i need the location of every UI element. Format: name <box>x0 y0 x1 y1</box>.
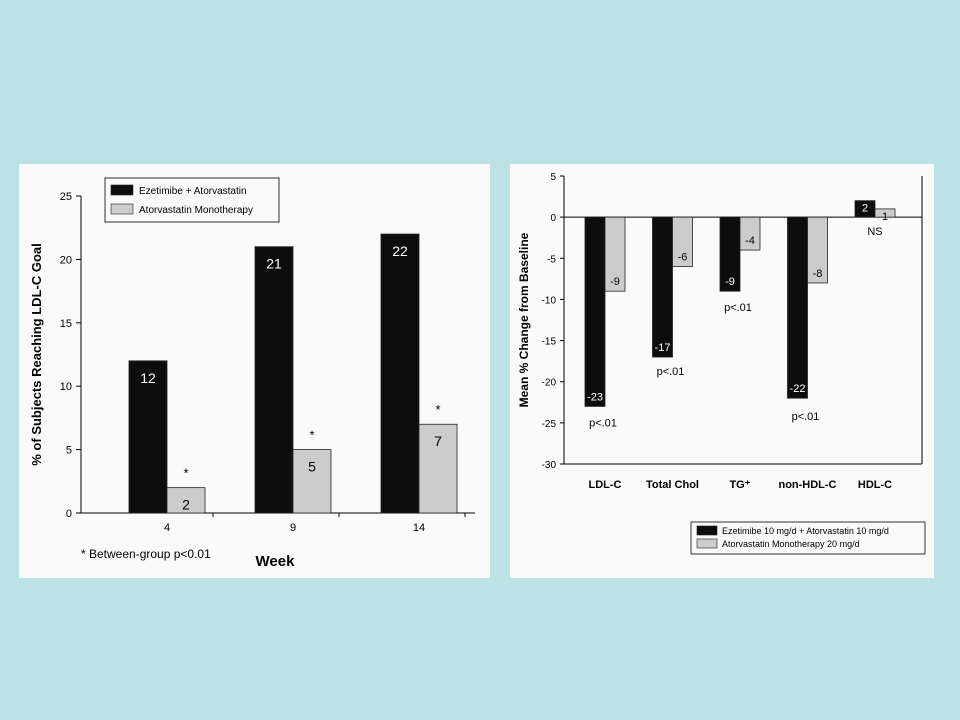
bar-value-label: -17 <box>655 342 671 354</box>
bar-value-label: -8 <box>813 268 823 280</box>
y-tick-label: -15 <box>542 337 557 348</box>
significance-marker: * <box>435 402 440 417</box>
bar <box>380 233 420 514</box>
x-tick-label: 14 <box>413 522 425 534</box>
significance-marker: * <box>183 466 188 481</box>
chart-panel-left: 0 5 10 15 20 25 4 12 2 * 9 21 5 * 14 22 7 * % of Subjects … <box>19 164 490 578</box>
bar-value-label: -6 <box>678 252 688 264</box>
x-tick-label: HDL-C <box>858 479 892 491</box>
y-tick-label: 20 <box>60 254 72 266</box>
y-tick-label: -25 <box>542 419 557 430</box>
y-axis-label: Mean % Change from Baseline <box>517 232 531 407</box>
y-tick-label: 0 <box>550 213 556 224</box>
legend-box <box>690 521 926 555</box>
x-axis-label: Week <box>256 553 296 570</box>
y-tick-label: -5 <box>547 254 556 265</box>
x-tick-label: 9 <box>290 522 296 534</box>
bar-value-label: 5 <box>308 459 316 475</box>
percent-change-bar-chart: -30 -25 -20 -15 -10 -5 0 5 LDL-C -23 -9 p<.01 Total … <box>517 172 926 555</box>
annotation-label: p<.01 <box>792 411 820 423</box>
y-tick-label: -10 <box>542 295 557 306</box>
legend-swatch <box>696 525 718 536</box>
significance-marker: * <box>309 428 314 443</box>
bar-value-label: -9 <box>610 276 620 288</box>
legend: Ezetimibe + Atorvastatin Atorvastatin Mon… <box>104 177 280 223</box>
annotation-label: p<.01 <box>724 302 752 314</box>
legend-label: Ezetimibe + Atorvastatin <box>139 186 247 197</box>
bar-value-label: 12 <box>140 370 156 386</box>
bar-value-label: 22 <box>392 243 408 259</box>
annotation-label: NS <box>867 226 882 238</box>
bar <box>652 216 673 358</box>
bar <box>254 246 294 514</box>
legend: Ezetimibe 10 mg/d + Atorvastatin 10 mg/d… <box>690 521 926 555</box>
bar-value-label: -23 <box>587 391 603 403</box>
bar-value-label: 21 <box>266 256 282 272</box>
annotation-label: p<.01 <box>657 366 685 378</box>
y-tick-label: -30 <box>542 460 557 471</box>
footnote: * Between-group p<0.01 <box>81 547 211 561</box>
bar <box>584 216 606 407</box>
bar-value-label: 7 <box>434 433 442 449</box>
bar <box>418 423 458 514</box>
chart-panel-right: -30 -25 -20 -15 -10 -5 0 5 LDL-C -23 -9 p<.01 Total … <box>510 164 934 578</box>
y-tick-label: -20 <box>542 378 557 389</box>
bar <box>719 216 741 292</box>
legend-label: Ezetimibe 10 mg/d + Atorvastatin 10 mg/d <box>722 526 889 536</box>
legend-swatch <box>696 538 718 549</box>
bar <box>292 449 332 514</box>
y-tick-label: 15 <box>60 318 72 330</box>
bar-value-label: -22 <box>790 383 806 395</box>
bar-value-label: 2 <box>182 497 190 513</box>
y-tick-label: 0 <box>66 508 72 520</box>
x-tick-label: 4 <box>164 522 170 534</box>
y-tick-label: 10 <box>60 381 72 393</box>
x-tick-label: TG⁺ <box>729 479 750 491</box>
bar <box>807 216 828 284</box>
y-axis-label: % of Subjects Reaching LDL-C Goal <box>29 243 44 465</box>
bar-value-label: -4 <box>745 235 755 247</box>
bar <box>166 487 206 514</box>
bar <box>672 216 693 267</box>
x-tick-label: Total Chol <box>646 479 699 491</box>
legend-swatch <box>110 184 134 196</box>
bar <box>128 360 168 514</box>
bar <box>787 216 808 399</box>
legend-label: Atorvastatin Monotherapy <box>139 205 253 216</box>
y-tick-label: 5 <box>550 172 556 183</box>
ldl-goal-bar-chart: 0 5 10 15 20 25 4 12 2 * 9 21 5 * 14 22 7 * % of Subjects … <box>29 177 475 570</box>
legend-label: Atorvastatin Monotherapy 20 mg/d <box>722 539 860 549</box>
bar-value-label: 1 <box>882 211 888 223</box>
y-tick-label: 5 <box>66 445 72 457</box>
x-tick-label: LDL-C <box>589 479 622 491</box>
x-tick-label: non-HDL-C <box>778 479 836 491</box>
bar-value-label: 2 <box>862 203 868 215</box>
bar <box>604 216 626 292</box>
bar-value-label: -9 <box>725 276 735 288</box>
legend-swatch <box>110 203 134 215</box>
y-tick-label: 25 <box>60 191 72 203</box>
bar <box>874 208 896 218</box>
legend-box <box>104 177 280 223</box>
bar <box>739 216 761 251</box>
annotation-label: p<.01 <box>589 417 617 429</box>
